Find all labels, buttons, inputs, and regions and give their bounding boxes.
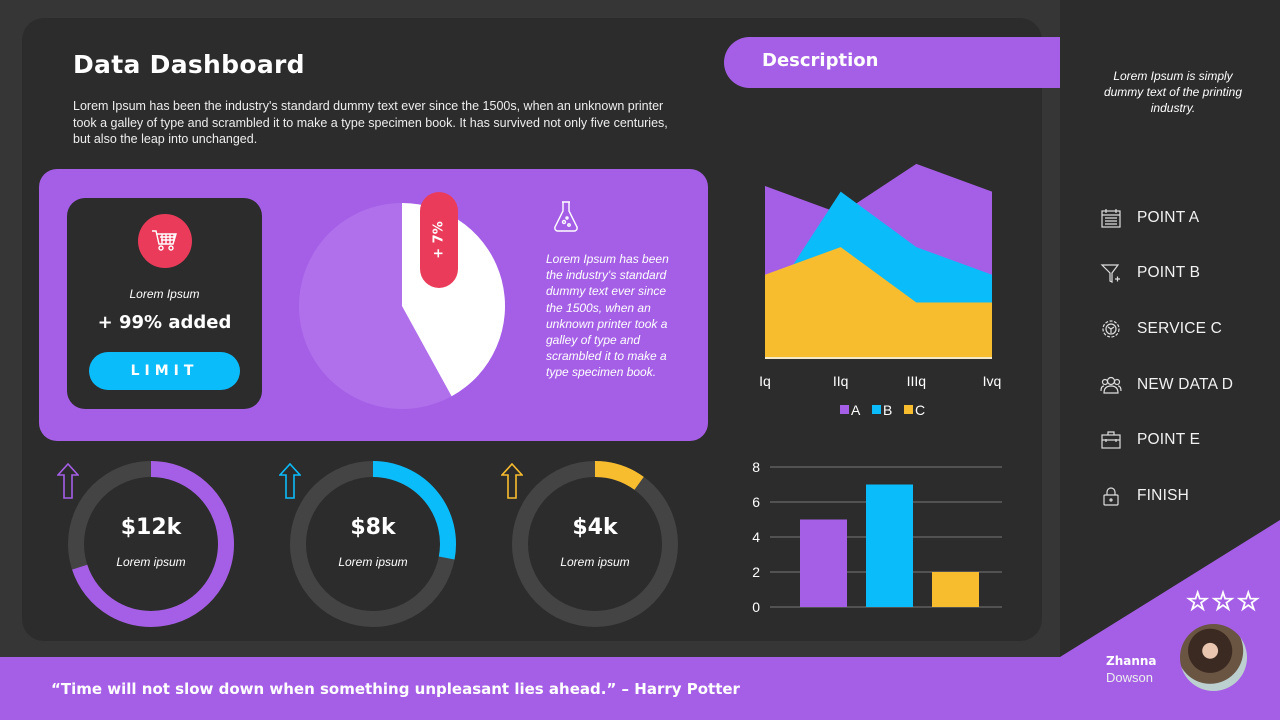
stat-value: + 99% added	[97, 312, 232, 333]
sidebar-item-label: FINISH	[1137, 486, 1190, 504]
donut-value: $4k	[572, 515, 618, 540]
pie-chart	[299, 203, 505, 409]
area-chart: Iq IIq IIIq Ivq A B C	[759, 163, 1002, 418]
sidebar-item-label: NEW DATA D	[1137, 375, 1234, 393]
bar-c	[932, 572, 979, 607]
donut-label: Lorem ipsum	[338, 555, 408, 569]
y-tick-label: 4	[752, 529, 760, 545]
sidebar-item-point-a[interactable]: POINT A	[1100, 190, 1233, 246]
percent-badge: + 7%	[420, 192, 458, 288]
rating-stars[interactable]: ☆ ☆ ☆	[1185, 586, 1260, 617]
donut-fill	[372, 461, 456, 560]
x-tick-label: IIq	[833, 373, 849, 389]
limit-button[interactable]: LIMIT	[89, 352, 240, 390]
area-series-c	[765, 247, 992, 358]
donut-fill	[72, 461, 234, 627]
bar-chart: 0 2 4 6 8	[752, 459, 1002, 615]
sidebar-item-point-b[interactable]: POINT B	[1100, 246, 1233, 302]
arrow-up-icon	[279, 463, 301, 499]
donut-gauge: $12k Lorem ipsum	[67, 460, 235, 628]
bar-b	[866, 484, 913, 607]
donut-track	[512, 461, 678, 627]
funnel-icon	[1100, 264, 1120, 284]
star-icon: ☆	[1236, 586, 1260, 617]
sidebar-nav: POINT A POINT B SERVICE C NEW DATA D POI…	[1100, 190, 1233, 524]
calendar-icon	[1101, 208, 1121, 228]
avatar	[1180, 624, 1247, 691]
footer-bar	[0, 657, 1060, 720]
legend-swatch	[872, 405, 881, 414]
user-first-name: Zhanna	[1106, 654, 1157, 668]
flask-icon	[554, 201, 578, 232]
arrow-up-icon	[501, 463, 523, 499]
legend-label: A	[851, 402, 861, 418]
sidebar-item-label: SERVICE C	[1137, 319, 1223, 337]
pie-description: Lorem Ipsum has been the industry's stan…	[546, 252, 669, 380]
x-tick-label: IIIq	[907, 373, 926, 389]
stat-card: Lorem Ipsum + 99% added LIMIT	[67, 198, 262, 409]
sidebar-accent	[1060, 520, 1280, 720]
y-tick-label: 2	[752, 564, 760, 580]
intro-text: Lorem Ipsum has been the industry's stan…	[73, 99, 668, 146]
stat-label: Lorem Ipsum	[129, 287, 200, 301]
sidebar-item-label: POINT E	[1137, 431, 1201, 449]
y-tick-label: 6	[752, 494, 760, 510]
x-tick-label: Iq	[759, 373, 771, 389]
sidebar-item-label: POINT B	[1137, 264, 1201, 282]
user-last-name: Dowson	[1106, 670, 1153, 685]
donut-value: $8k	[350, 515, 396, 540]
sidebar-note: Lorem Ipsum is simply dummy text of the …	[1103, 69, 1243, 115]
cart-icon	[138, 214, 192, 268]
sidebar-item-label: POINT A	[1137, 208, 1200, 226]
x-tick-label: Ivq	[983, 373, 1002, 389]
lock-icon	[1103, 487, 1119, 506]
star-icon: ☆	[1211, 586, 1235, 617]
legend-swatch	[904, 405, 913, 414]
sidebar-item-new-data-d[interactable]: NEW DATA D	[1100, 357, 1233, 413]
toolbox-icon	[1101, 431, 1121, 449]
donut-label: Lorem ipsum	[560, 555, 630, 569]
sidebar-item-service-c[interactable]: SERVICE C	[1100, 301, 1233, 357]
sidebar-item-point-e[interactable]: POINT E	[1100, 412, 1233, 468]
donut-value: $12k	[120, 515, 182, 540]
bar-a	[800, 519, 847, 607]
users-icon	[1100, 376, 1122, 394]
donut-fill	[594, 461, 644, 490]
donut-gauge: $8k Lorem ipsum	[289, 460, 457, 628]
star-icon: ☆	[1185, 586, 1210, 617]
legend-label: C	[915, 402, 925, 418]
gear-icon	[1102, 320, 1120, 338]
donut-gauge: $4k Lorem ipsum	[511, 460, 679, 628]
legend-label: B	[883, 402, 892, 418]
percent-label: + 7%	[431, 221, 447, 259]
sidebar-item-finish[interactable]: FINISH	[1100, 468, 1233, 524]
donut-label: Lorem ipsum	[116, 555, 186, 569]
page-title: Data Dashboard	[73, 50, 305, 79]
y-tick-label: 0	[752, 599, 760, 615]
y-tick-label: 8	[752, 459, 760, 475]
arrow-up-icon	[57, 463, 79, 499]
legend-swatch	[840, 405, 849, 414]
footer-quote: “Time will not slow down when something …	[51, 680, 740, 698]
description-tab[interactable]: Description	[724, 37, 1060, 88]
